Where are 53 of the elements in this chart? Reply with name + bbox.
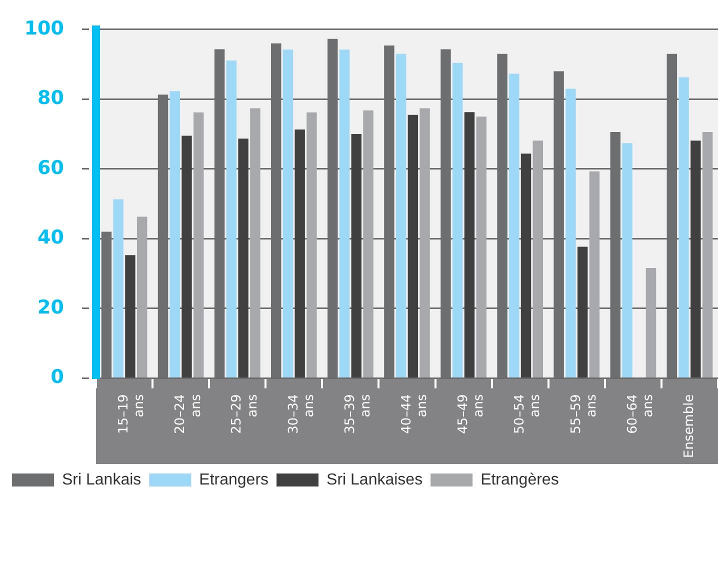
bar — [420, 108, 430, 378]
bar — [282, 50, 294, 378]
bar — [464, 112, 475, 378]
x-tick-label: 20–24 ans — [173, 394, 204, 434]
bar — [690, 140, 701, 378]
bar — [678, 77, 689, 378]
x-tick-label: 30–34 ans — [286, 394, 317, 434]
bar — [194, 112, 204, 378]
bar — [702, 132, 713, 378]
legend-label: Sri Lankais — [62, 471, 142, 488]
y-tick-label: 20 — [38, 296, 64, 318]
x-tick-label: 60–64 ans — [626, 394, 656, 434]
bar — [646, 268, 656, 378]
x-tick-label: 40–44 ans — [399, 394, 430, 434]
legend-label: Etrangères — [480, 471, 559, 488]
bar — [566, 88, 576, 378]
bar — [532, 140, 544, 378]
bar — [238, 138, 248, 378]
bar — [396, 54, 406, 378]
y-tick-label: 100 — [24, 17, 64, 40]
y-tick-label: 40 — [38, 226, 64, 249]
x-tick-label: 15–19 ans — [116, 394, 148, 434]
bar — [125, 255, 136, 378]
bar — [339, 50, 350, 378]
bar — [452, 62, 463, 378]
bar — [170, 91, 180, 378]
bar — [306, 112, 317, 378]
x-tick-label: 45–49 ans — [456, 394, 487, 434]
x-tick-label: 25–29 ans — [230, 394, 260, 434]
y-tick-label: 0 — [50, 366, 64, 388]
bar — [509, 74, 520, 378]
bar — [577, 246, 588, 378]
bar — [520, 154, 532, 378]
bar — [589, 171, 600, 378]
bar — [476, 116, 486, 378]
x-tick-label: Ensemble — [682, 394, 698, 458]
legend-label: Etrangers — [199, 471, 269, 488]
bar — [250, 108, 260, 378]
y-tick-label: 80 — [38, 87, 64, 110]
bar — [182, 136, 192, 378]
x-tick-label: 35–39 ans — [342, 394, 374, 434]
bar — [363, 110, 374, 378]
bar — [622, 143, 632, 378]
bar — [294, 130, 305, 378]
x-tick-label: 55–59 ans — [569, 394, 600, 434]
y-tick-label: 60 — [38, 156, 64, 179]
bar — [226, 60, 237, 378]
x-tick-label: 50–54 ans — [512, 394, 544, 434]
legend-label: Sri Lankaises — [326, 471, 423, 488]
bar — [408, 114, 418, 378]
bar — [113, 199, 124, 378]
bar — [351, 134, 362, 378]
bar — [136, 216, 148, 378]
